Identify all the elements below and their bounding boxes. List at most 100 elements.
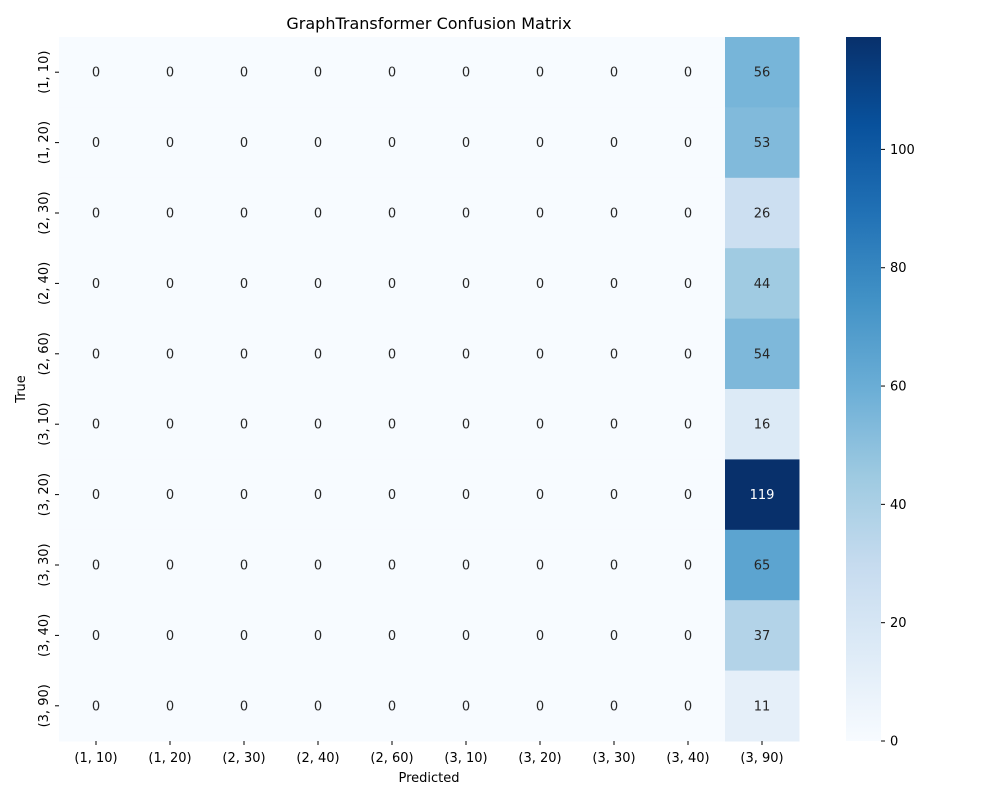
heatmap-cell — [59, 389, 134, 460]
heatmap-cell — [355, 529, 430, 601]
heatmap-cell — [725, 318, 800, 390]
heatmap-cell — [133, 529, 208, 601]
heatmap-cell-labels: 0 0 0 0 0 0 0 0 0 56 0 0 0 0 0 0 0 0 0 53 0 0 0 0 0 0 0 0 0 26 0 0 0 0 0 0 0… — [92, 66, 775, 715]
heatmap-cell — [281, 248, 356, 320]
heatmap-cell — [207, 318, 282, 390]
cell-value-label: 0 — [166, 277, 174, 292]
cell-value-label: 0 — [610, 277, 618, 292]
cell-value-label: 0 — [240, 629, 248, 644]
heatmap-cells — [59, 37, 800, 742]
cell-value-label: 0 — [462, 136, 470, 151]
y-tick-label: (3, 10) — [37, 403, 52, 446]
colorbar-tick-label: 40 — [890, 498, 907, 513]
heatmap-cell — [59, 318, 134, 390]
heatmap-cell — [207, 177, 282, 249]
heatmap-cell — [59, 529, 134, 601]
cell-value-label: 0 — [92, 207, 100, 222]
heatmap-cell — [281, 600, 356, 672]
heatmap-cell — [577, 107, 652, 179]
cell-value-label: 0 — [684, 207, 692, 222]
x-axis-label: Predicted — [398, 771, 459, 786]
cell-value-label: 26 — [754, 207, 771, 222]
cell-value-label: 0 — [388, 699, 396, 714]
heatmap-cell — [725, 177, 800, 249]
heatmap-cell — [725, 529, 800, 601]
y-tick-label: (3, 20) — [37, 473, 52, 516]
cell-value-label: 65 — [754, 559, 771, 574]
cell-value-label: 0 — [388, 488, 396, 503]
cell-value-label: 44 — [754, 277, 771, 292]
cell-value-label: 0 — [240, 136, 248, 151]
heatmap-cell — [59, 670, 134, 742]
heatmap-cell — [133, 37, 208, 108]
heatmap-cell — [281, 389, 356, 460]
cell-value-label: 0 — [92, 699, 100, 714]
x-tick-label: (2, 40) — [296, 751, 339, 766]
heatmap-cell — [725, 107, 800, 179]
heatmap-cell — [355, 459, 430, 531]
heatmap-cell — [355, 389, 430, 460]
heatmap-cell — [503, 318, 578, 390]
heatmap-cell — [207, 600, 282, 672]
heatmap-cell — [651, 600, 726, 672]
colorbar-tick-label: 0 — [890, 735, 898, 750]
cell-value-label: 0 — [314, 629, 322, 644]
cell-value-label: 0 — [240, 488, 248, 503]
heatmap-cell — [281, 177, 356, 249]
cell-value-label: 37 — [754, 629, 771, 644]
cell-value-label: 0 — [610, 488, 618, 503]
cell-value-label: 0 — [314, 418, 322, 433]
heatmap-cell — [577, 177, 652, 249]
y-axis-label: True — [14, 375, 29, 404]
cell-value-label: 0 — [610, 559, 618, 574]
cell-value-label: 0 — [388, 207, 396, 222]
cell-value-label: 0 — [462, 347, 470, 362]
cell-value-label: 0 — [536, 629, 544, 644]
heatmap-cell — [725, 37, 800, 108]
heatmap-cell — [503, 670, 578, 742]
heatmap-cell — [207, 389, 282, 460]
cell-value-label: 0 — [462, 66, 470, 81]
cell-value-label: 0 — [92, 66, 100, 81]
x-tick-label: (3, 30) — [592, 751, 635, 766]
cell-value-label: 0 — [92, 136, 100, 151]
heatmap-cell — [281, 459, 356, 531]
y-tick-label: (1, 10) — [37, 51, 52, 94]
heatmap-cell — [355, 107, 430, 179]
heatmap-cell — [577, 248, 652, 320]
y-axis: (1, 10) (1, 20) (2, 30) (2, 40) (2, 60) (3, 1… — [37, 51, 59, 727]
y-tick-label: (2, 60) — [37, 332, 52, 375]
cell-value-label: 0 — [684, 418, 692, 433]
cell-value-label: 0 — [610, 629, 618, 644]
cell-value-label: 0 — [388, 629, 396, 644]
heatmap-cell — [503, 248, 578, 320]
heatmap-cell — [59, 248, 134, 320]
cell-value-label: 0 — [92, 488, 100, 503]
heatmap-cell — [59, 107, 134, 179]
heatmap-cell — [133, 177, 208, 249]
heatmap-cell — [429, 37, 504, 108]
x-tick-label: (2, 30) — [222, 751, 265, 766]
x-tick-label: (3, 10) — [444, 751, 487, 766]
heatmap-cell — [577, 600, 652, 672]
cell-value-label: 0 — [610, 66, 618, 81]
cell-value-label: 0 — [92, 347, 100, 362]
heatmap-cell — [725, 248, 800, 320]
cell-value-label: 0 — [610, 136, 618, 151]
heatmap-cell — [429, 389, 504, 460]
heatmap-cell — [133, 318, 208, 390]
heatmap-cell — [651, 37, 726, 108]
heatmap-cell — [429, 248, 504, 320]
cell-value-label: 0 — [166, 207, 174, 222]
heatmap-cell — [133, 389, 208, 460]
cell-value-label: 0 — [388, 136, 396, 151]
heatmap-cell — [503, 37, 578, 108]
x-tick-label: (3, 20) — [518, 751, 561, 766]
heatmap-cell — [503, 600, 578, 672]
heatmap-cell — [725, 670, 800, 742]
heatmap-cell — [133, 670, 208, 742]
heatmap-cell — [207, 248, 282, 320]
cell-value-label: 0 — [536, 66, 544, 81]
heatmap-cell — [651, 459, 726, 531]
